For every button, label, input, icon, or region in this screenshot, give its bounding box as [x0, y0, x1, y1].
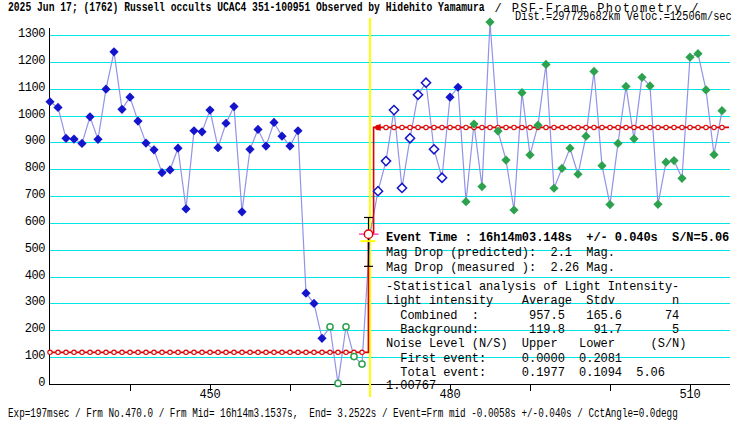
- y-tick-label: 600: [5, 215, 45, 229]
- y-tick-label: 100: [5, 349, 45, 363]
- y-tick-label: 1200: [5, 54, 45, 68]
- light-curve-chart: [0, 0, 740, 425]
- stats-line: Combined : 957.5 165.6 74: [386, 309, 679, 323]
- distance-velocity-label: Dist.=297729682km Veloc.=12506m/sec: [515, 10, 732, 24]
- exposure-frame-info: Exp=197msec / Frm No.470.0 / Frm Mid= 16…: [8, 407, 678, 421]
- stats-line: First event: 0.0000 0.2081: [386, 352, 622, 366]
- x-tick-label: 510: [670, 388, 710, 402]
- event-marker: [359, 217, 379, 266]
- y-tick-label: 0: [5, 376, 45, 390]
- y-tick-label: 200: [5, 322, 45, 336]
- stats-line: Light intensity Average Stdv n: [386, 294, 679, 308]
- y-tick-label: 500: [5, 242, 45, 256]
- light-curve-report: 2025 Jun 17; (1762) Russell occults UCAC…: [0, 0, 740, 425]
- report-title: 2025 Jun 17; (1762) Russell occults UCAC…: [8, 1, 485, 15]
- series-event-transition: [373, 78, 446, 196]
- series-background: [327, 324, 365, 387]
- stats-line: -Statistical analysis of Light Intensity…: [386, 280, 679, 294]
- stats-line: Background: 119.8 91.7 5: [386, 323, 679, 337]
- y-tick-label: 1300: [5, 27, 45, 41]
- stats-line: Mag Drop (predicted): 2.1 Mag.: [386, 246, 615, 260]
- y-tick-label: 1100: [5, 81, 45, 95]
- y-tick-label: 900: [5, 134, 45, 148]
- y-tick-label: 800: [5, 161, 45, 175]
- y-tick-label: 700: [5, 188, 45, 202]
- event-time-line-text: Event Time : 16h14m03.148s +/- 0.040s S/…: [386, 231, 729, 245]
- stats-line: Noise Level (N/S) Upper Lower (S/N): [386, 337, 686, 351]
- y-tick-label: 400: [5, 269, 45, 283]
- series-pre-event-combined: [45, 47, 326, 343]
- x-tick-label: 450: [190, 388, 230, 402]
- stats-line: 1.00767: [386, 379, 436, 393]
- y-tick-label: 1000: [5, 108, 45, 122]
- stats-line: Mag Drop (measured ): 2.26 Mag.: [386, 261, 615, 275]
- y-tick-label: 300: [5, 295, 45, 309]
